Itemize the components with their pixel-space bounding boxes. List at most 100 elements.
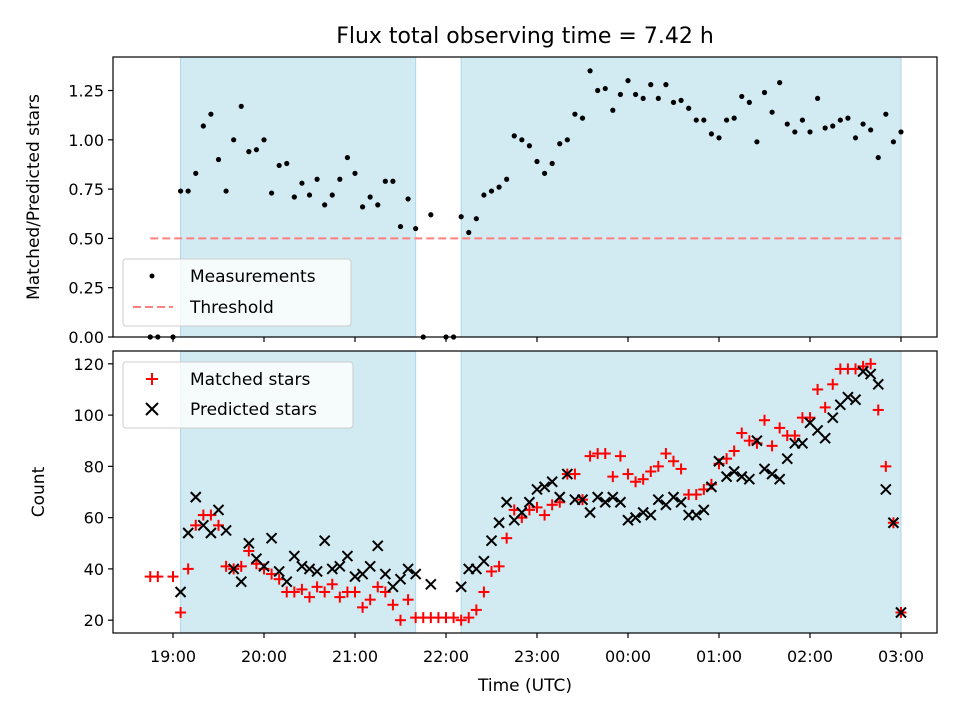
matched-star-point: [827, 378, 839, 390]
predicted-star-point: [372, 540, 384, 552]
measurement-point: [830, 123, 836, 129]
predicted-star-point: [205, 527, 217, 539]
measurement-point: [322, 202, 328, 208]
measurement-point: [648, 82, 654, 88]
x-tick-label: 23:00: [514, 647, 560, 666]
predicted-star-point: [591, 491, 604, 503]
predicted-star-point: [546, 476, 558, 488]
predicted-star-point: [341, 550, 354, 562]
measurement-point: [822, 125, 828, 131]
predicted-star-point: [516, 506, 528, 519]
predicted-star-point: [637, 506, 649, 519]
measurement-point: [564, 137, 570, 143]
predicted-star-point: [311, 565, 323, 578]
measurement-point: [291, 194, 297, 200]
matched-star-point: [387, 599, 399, 611]
measurement-point: [769, 109, 775, 115]
predicted-star-point: [364, 560, 376, 573]
predicted-star-point: [243, 537, 255, 549]
predicted-star-point: [554, 491, 566, 503]
measurement-point: [268, 190, 275, 196]
matched-star-point: [652, 460, 664, 472]
predicted-star-point: [667, 491, 680, 503]
measurement-point: [238, 103, 244, 109]
measurement-point: [761, 89, 768, 96]
matched-star-point: [736, 427, 748, 439]
predicted-star-point: [258, 560, 270, 573]
measurement-point: [473, 216, 479, 222]
measurement-point: [428, 212, 434, 218]
measurement-point: [504, 176, 510, 182]
measurement-point: [511, 133, 517, 139]
predicted-star-point: [713, 455, 725, 467]
measurement-point: [610, 107, 616, 113]
predicted-star-point: [318, 535, 331, 547]
measurement-point: [595, 87, 601, 94]
matched-star-point: [774, 422, 786, 434]
measurement-point: [193, 170, 199, 176]
predicted-star-point: [675, 496, 687, 508]
predicted-star-point: [622, 514, 634, 526]
predicted-star-point: [864, 368, 877, 380]
y-tick-label: 60: [84, 509, 104, 528]
measurement-point: [344, 154, 351, 161]
measurement-point: [632, 91, 639, 98]
x-axis-label: Time (UTC): [477, 676, 572, 696]
matched-star-point: [872, 404, 884, 416]
x-tick-label: 21:00: [332, 647, 378, 666]
matched-star-point: [668, 455, 679, 467]
predicted-star-point: [394, 573, 407, 585]
predicted-star-point: [796, 437, 809, 449]
matched-star-point: [478, 586, 490, 598]
matched-star-point: [865, 358, 877, 370]
y-tick-label: 0.00: [68, 328, 104, 347]
measurement-point: [458, 214, 464, 220]
measurement-point: [337, 176, 343, 182]
x-tick-label: 01:00: [696, 647, 742, 666]
matched-star-point: [175, 606, 187, 618]
measurement-point: [276, 162, 282, 169]
measurement-point: [845, 115, 851, 121]
measurement-point: [215, 156, 222, 163]
predicted-stars-layer: [174, 365, 907, 619]
measurement-point: [739, 93, 745, 100]
bottom-x-ticks: 19:00 20:00 21:00 22:00 23:00 00:00 01:00 02:00…: [150, 633, 924, 666]
matched-star-point: [607, 471, 619, 483]
measurement-point: [617, 91, 624, 98]
predicted-star-point: [281, 576, 293, 588]
y-tick-label: 1.25: [68, 82, 104, 101]
chart-title: Flux total observing time = 7.42 h: [336, 24, 714, 49]
measurement-point: [541, 170, 548, 176]
predicted-star-point: [857, 365, 869, 378]
matched-star-point: [364, 594, 376, 606]
bottom-axes-frame: [112, 350, 938, 634]
legend-predicted-marker: [145, 402, 159, 416]
predicted-star-point: [273, 565, 285, 578]
predicted-star-point: [485, 535, 498, 547]
matched-star-point: [743, 435, 755, 447]
measurement-point: [314, 176, 320, 182]
matched-star-point: [182, 563, 194, 575]
x-tick-label: 19:00: [150, 647, 196, 666]
measurement-point: [557, 141, 563, 147]
shaded-interval: [460, 56, 902, 338]
matched-star-point: [501, 532, 513, 544]
measurement-point: [723, 117, 730, 123]
matched-star-point: [569, 468, 581, 480]
measurement-point: [496, 184, 502, 190]
predicted-star-point: [819, 432, 831, 444]
predicted-star-point: [736, 470, 748, 483]
measurement-point: [860, 121, 866, 127]
measurement-point: [693, 117, 699, 123]
matched-star-point: [167, 571, 179, 583]
matched-star-point: [349, 586, 361, 598]
predicted-star-point: [690, 509, 702, 521]
measurement-point: [382, 178, 388, 184]
matched-star-point: [766, 440, 778, 452]
measurement-point: [814, 95, 821, 102]
matched-star-point: [288, 586, 300, 598]
predicted-star-point: [561, 468, 574, 480]
predicted-star-point: [227, 563, 240, 575]
measurement-point: [413, 225, 419, 232]
measurement-point: [663, 82, 669, 88]
